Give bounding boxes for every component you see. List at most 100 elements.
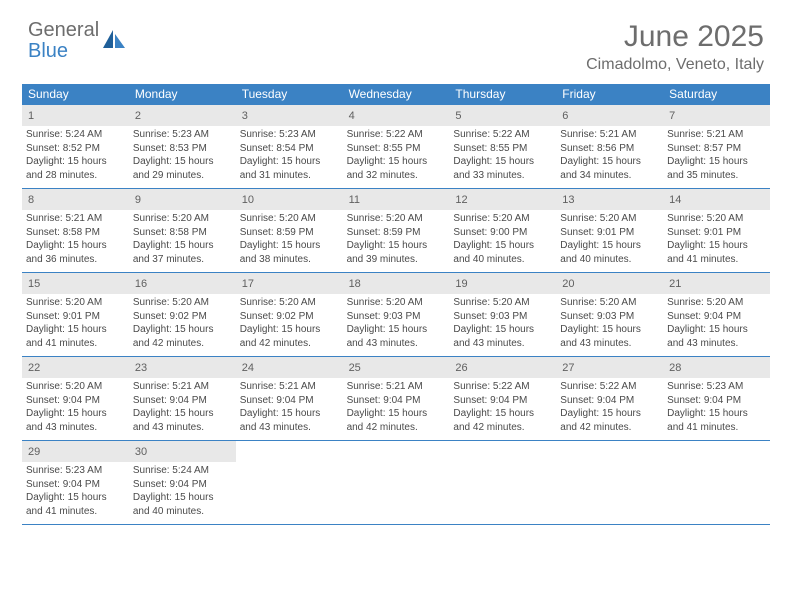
day-number-bar: 24 [236,357,343,378]
day-number-bar: 3 [236,105,343,126]
weekday-header: Sunday [22,84,129,105]
day-cell: 20 Sunrise: 5:20 AMSunset: 9:03 PMDayligh… [556,273,663,356]
sunrise-text: Sunrise: 5:21 AM [240,380,339,394]
logo: General Blue [28,20,127,62]
sunset-text: Sunset: 9:04 PM [667,310,766,324]
day-number-bar: 9 [129,189,236,210]
title-block: June 2025 Cimadolmo, Veneto, Italy [586,20,764,74]
day-info: Sunrise: 5:22 AMSunset: 9:04 PMDaylight:… [453,380,552,434]
sunrise-text: Sunrise: 5:23 AM [240,128,339,142]
daylight-text: Daylight: 15 hours and 39 minutes. [347,239,446,266]
day-number: 3 [242,110,248,122]
day-number: 24 [242,362,254,374]
sunset-text: Sunset: 9:04 PM [453,394,552,408]
day-cell: 15Sunrise: 5:20 AMSunset: 9:01 PMDayligh… [22,273,129,356]
sunset-text: Sunset: 9:04 PM [347,394,446,408]
day-number: 14 [669,194,681,206]
sunset-text: Sunset: 8:53 PM [133,142,232,156]
day-cell: 17 Sunrise: 5:20 AMSunset: 9:02 PMDayligh… [236,273,343,356]
day-number-bar: 5 [449,105,556,126]
daylight-text: Daylight: 15 hours and 43 minutes. [347,323,446,350]
logo-text-blue: Blue [28,40,68,62]
daylight-text: Daylight: 15 hours and 43 minutes. [26,407,125,434]
daylight-text: Daylight: 15 hours and 31 minutes. [240,155,339,182]
day-info: Sunrise: 5:24 AMSunset: 9:04 PMDaylight:… [133,464,232,518]
daylight-text: Daylight: 15 hours and 32 minutes. [347,155,446,182]
daylight-text: Daylight: 15 hours and 42 minutes. [560,407,659,434]
day-cell: 29 Sunrise: 5:23 AMSunset: 9:04 PMDayligh… [22,441,129,524]
daylight-text: Daylight: 15 hours and 42 minutes. [347,407,446,434]
day-number: 17 [242,278,254,290]
sunrise-text: Sunrise: 5:20 AM [240,212,339,226]
sunrise-text: Sunrise: 5:22 AM [560,380,659,394]
daylight-text: Daylight: 15 hours and 41 minutes. [26,491,125,518]
day-number: 19 [455,278,467,290]
day-number: 29 [28,446,40,458]
day-number: 13 [562,194,574,206]
day-number: 20 [562,278,574,290]
sunrise-text: Sunrise: 5:22 AM [453,128,552,142]
logo-sail-icon [101,26,127,57]
sunrise-text: Sunrise: 5:21 AM [26,212,125,226]
day-number-bar: 15 [22,273,129,294]
sunrise-text: Sunrise: 5:22 AM [453,380,552,394]
day-number-bar: 20 [556,273,663,294]
weekday-header: Tuesday [236,84,343,105]
daylight-text: Daylight: 15 hours and 34 minutes. [560,155,659,182]
sunset-text: Sunset: 8:54 PM [240,142,339,156]
sunset-text: Sunset: 9:00 PM [453,226,552,240]
day-number-bar: 16 [129,273,236,294]
sunset-text: Sunset: 8:55 PM [347,142,446,156]
sunset-text: Sunset: 9:03 PM [347,310,446,324]
daylight-text: Daylight: 15 hours and 41 minutes. [26,323,125,350]
day-info: Sunrise: 5:20 AMSunset: 9:02 PMDaylight:… [133,296,232,350]
empty-cell [236,441,343,524]
calendar: Sunday Monday Tuesday Wednesday Thursday… [22,84,770,525]
day-number: 28 [669,362,681,374]
day-info: Sunrise: 5:21 AMSunset: 9:04 PMDaylight:… [240,380,339,434]
day-info: Sunrise: 5:23 AMSunset: 9:04 PMDaylight:… [26,464,125,518]
day-info: Sunrise: 5:21 AMSunset: 8:58 PMDaylight:… [26,212,125,266]
day-cell: 23Sunrise: 5:21 AMSunset: 9:04 PMDayligh… [129,357,236,440]
day-info: Sunrise: 5:20 AMSunset: 9:03 PMDaylight:… [560,296,659,350]
sunset-text: Sunset: 8:52 PM [26,142,125,156]
day-cell: 8Sunrise: 5:21 AMSunset: 8:58 PMDaylight… [22,189,129,272]
sunrise-text: Sunrise: 5:23 AM [133,128,232,142]
daylight-text: Daylight: 15 hours and 38 minutes. [240,239,339,266]
daylight-text: Daylight: 15 hours and 43 minutes. [560,323,659,350]
day-number: 16 [135,278,147,290]
daylight-text: Daylight: 15 hours and 42 minutes. [240,323,339,350]
sunrise-text: Sunrise: 5:20 AM [133,212,232,226]
day-number: 1 [28,110,34,122]
day-cell: 2Sunrise: 5:23 AMSunset: 8:53 PMDaylight… [129,105,236,188]
day-cell: 10Sunrise: 5:20 AMSunset: 8:59 PMDayligh… [236,189,343,272]
day-info: Sunrise: 5:22 AMSunset: 9:04 PMDaylight:… [560,380,659,434]
month-title: June 2025 [586,20,764,54]
day-cell: 25Sunrise: 5:21 AMSunset: 9:04 PMDayligh… [343,357,450,440]
sunrise-text: Sunrise: 5:20 AM [453,296,552,310]
day-number-bar: 17 [236,273,343,294]
sunset-text: Sunset: 8:56 PM [560,142,659,156]
day-info: Sunrise: 5:20 AMSunset: 9:02 PMDaylight:… [240,296,339,350]
daylight-text: Daylight: 15 hours and 41 minutes. [667,407,766,434]
day-number-bar: 28 [663,357,770,378]
sunrise-text: Sunrise: 5:20 AM [667,212,766,226]
day-number: 12 [455,194,467,206]
day-number-bar: 21 [663,273,770,294]
sunset-text: Sunset: 9:04 PM [26,478,125,492]
weekday-header: Wednesday [343,84,450,105]
day-cell: 19Sunrise: 5:20 AMSunset: 9:03 PMDayligh… [449,273,556,356]
day-number: 21 [669,278,681,290]
sunrise-text: Sunrise: 5:20 AM [347,212,446,226]
weekday-header: Thursday [449,84,556,105]
day-cell: 27Sunrise: 5:22 AMSunset: 9:04 PMDayligh… [556,357,663,440]
day-number: 7 [669,110,675,122]
day-info: Sunrise: 5:21 AMSunset: 8:57 PMDaylight:… [667,128,766,182]
day-number: 22 [28,362,40,374]
day-number-bar: 18 [343,273,450,294]
day-number-bar: 1 [22,105,129,126]
sunrise-text: Sunrise: 5:20 AM [560,212,659,226]
daylight-text: Daylight: 15 hours and 33 minutes. [453,155,552,182]
day-number-bar: 19 [449,273,556,294]
day-cell: 5Sunrise: 5:22 AMSunset: 8:55 PMDaylight… [449,105,556,188]
